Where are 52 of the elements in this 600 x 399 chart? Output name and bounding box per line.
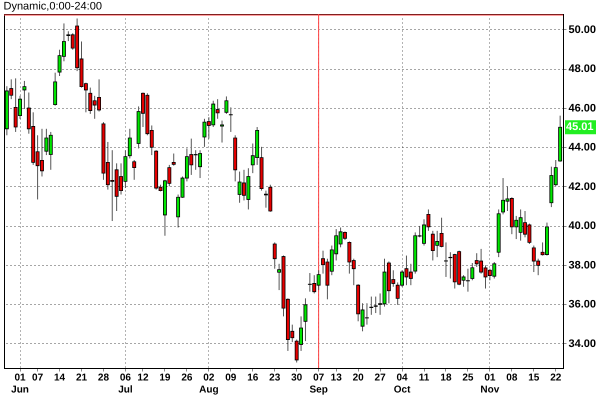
candlestick: [238, 171, 242, 204]
x-tick-label: 28: [98, 372, 110, 384]
candlestick: [316, 270, 321, 291]
candlestick: [48, 131, 53, 170]
x-tick-label: 07: [32, 372, 44, 384]
y-tick-label: 34.00: [568, 338, 596, 350]
candlestick: [430, 230, 435, 261]
y-tick-label: 40.00: [568, 220, 596, 232]
y-tick-label: 38.00: [568, 259, 596, 272]
x-tick-label: 06 Jul: [118, 372, 133, 396]
candlestick: [364, 302, 369, 326]
y-tick-label: 46.00: [568, 102, 596, 114]
candlestick: [308, 272, 312, 292]
x-tick-label: 15: [528, 372, 540, 384]
x-tick-label: 02 Aug: [199, 372, 219, 396]
candlestick: [14, 78, 18, 132]
candlestick: [53, 72, 58, 106]
x-tick-label: 14: [54, 372, 66, 384]
candlestick: [228, 106, 233, 132]
y-tick-label: 44.00: [568, 142, 596, 154]
x-tick-label: 26: [181, 372, 193, 384]
x-tick-label: 18: [440, 372, 452, 384]
x-tick-label: 16: [247, 372, 259, 384]
x-tick-label: 13: [330, 372, 342, 384]
y-tick-label: 42.00: [568, 180, 596, 193]
x-tick-label: 01 Jun: [11, 372, 29, 396]
candlestick: [220, 120, 224, 144]
candlestick: [132, 159, 136, 180]
y-tick-label: 48.00: [568, 63, 596, 76]
x-tick-label: 12: [137, 372, 149, 384]
chart-title: Dynamic,0:00-24:00: [4, 0, 102, 12]
y-tick-label: 50.00: [568, 24, 596, 36]
candlestick: [312, 274, 316, 294]
x-tick-label: 04 Oct: [394, 372, 412, 396]
x-tick-label: 23: [269, 372, 281, 384]
x-tick-label: 01 Nov: [480, 372, 500, 396]
text: 45.01: [566, 121, 594, 134]
candlestick: [466, 268, 470, 292]
x-tick-label: 20: [352, 372, 364, 384]
x-tick-label: 25: [462, 372, 474, 384]
x-tick-label: 22: [550, 372, 562, 384]
x-tick-label: 30: [291, 372, 303, 384]
y-tick-label: 36.00: [568, 298, 596, 311]
x-tick-label: 08: [506, 372, 518, 384]
x-tick-label: 07 Sep: [309, 372, 328, 396]
x-tick-label: 11: [418, 372, 430, 384]
candlestick: [435, 230, 440, 258]
x-tick-label: 19: [159, 372, 171, 384]
x-tick-label: 09: [225, 372, 237, 384]
candlestick: [194, 150, 198, 170]
x-tick-label: 21: [76, 372, 88, 384]
x-tick-label: 27: [374, 372, 386, 384]
